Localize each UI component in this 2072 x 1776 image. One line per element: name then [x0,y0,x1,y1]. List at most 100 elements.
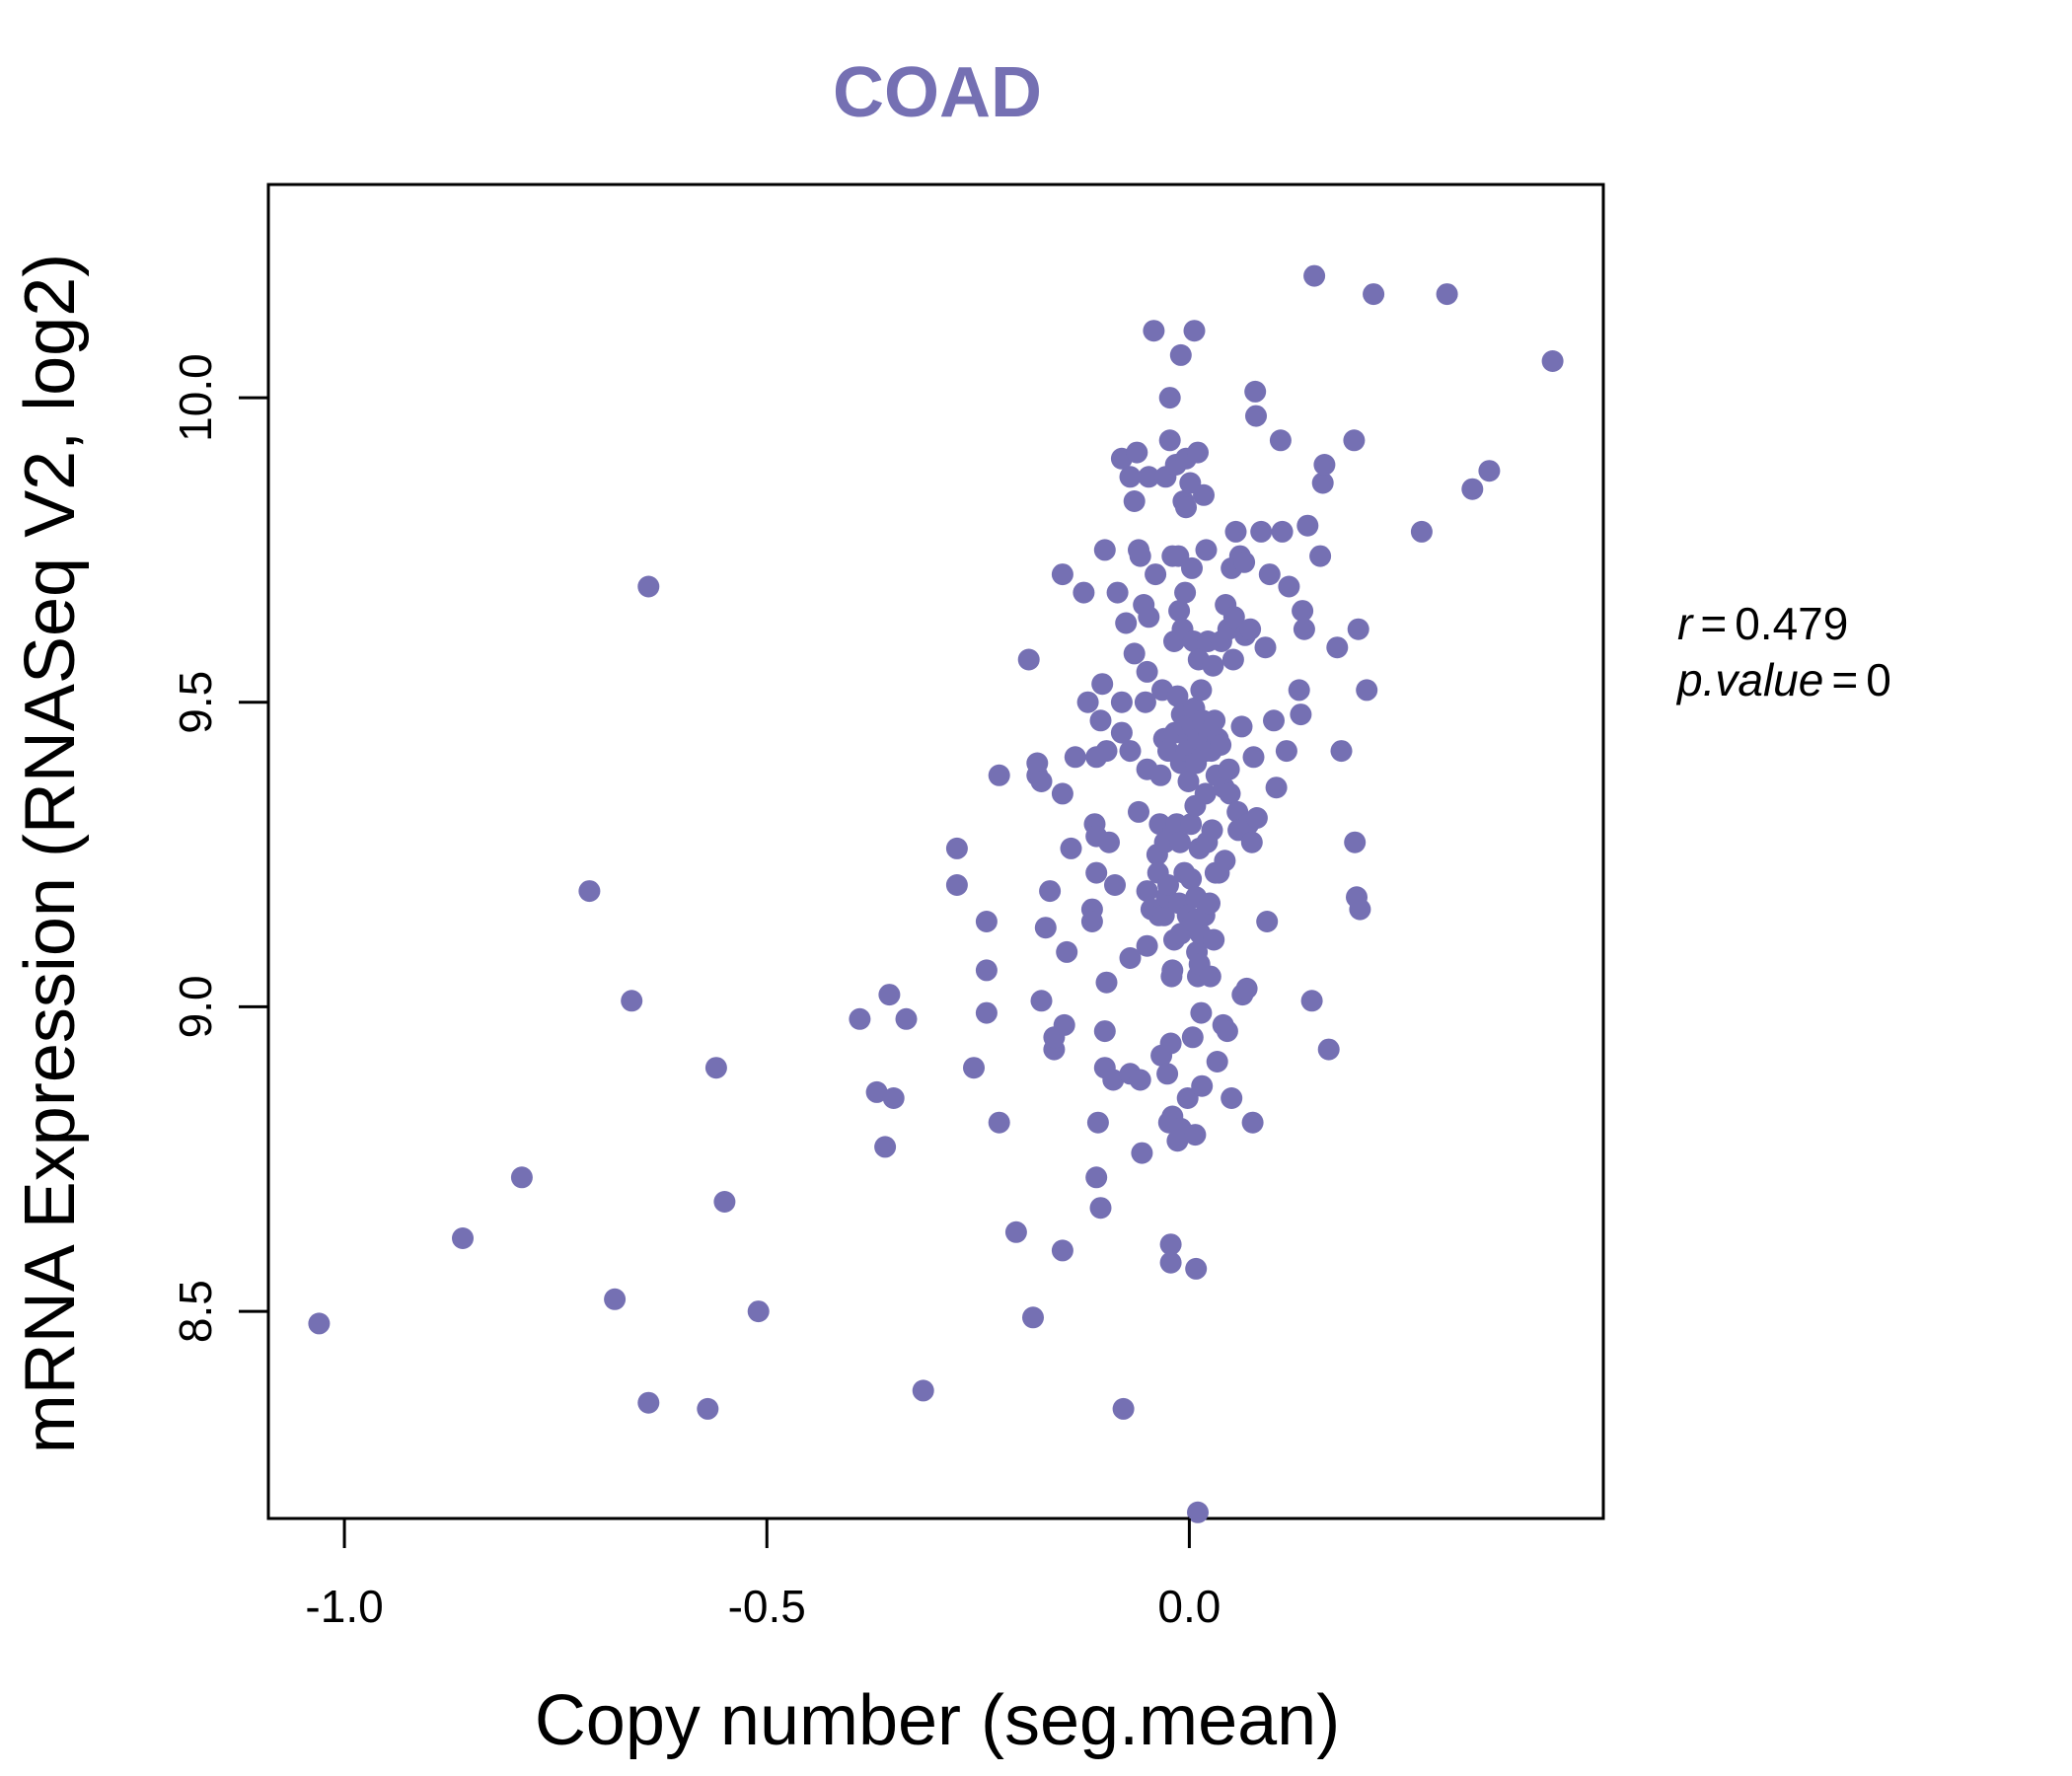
data-point [1204,709,1226,732]
data-point [1169,343,1192,366]
data-point [1123,490,1146,512]
x-tick-label: 0.0 [1157,1581,1221,1632]
data-point [1300,990,1323,1012]
y-axis-label: mRNA Expression (RNASeq V2, log2) [11,254,90,1453]
data-point [1190,1001,1213,1024]
data-point [1185,1257,1208,1280]
data-points [308,264,1564,1523]
data-point [1201,819,1223,842]
data-point [1156,1063,1179,1085]
y-tick-label: 8.5 [170,1280,221,1343]
data-point [1326,636,1349,659]
data-point [1296,514,1319,537]
data-point [704,1057,727,1079]
data-point [1241,1111,1264,1134]
data-point [1034,917,1057,939]
data-point [1180,813,1203,836]
data-point [1187,441,1209,464]
y-tick-label: 10.0 [170,353,221,442]
data-point [1235,977,1258,999]
correlation-p-value: p.value = 0 [1677,654,1891,705]
data-point [1176,1087,1199,1109]
data-point [1143,320,1165,342]
data-point [1030,771,1053,792]
data-point [1313,454,1336,476]
data-point [1292,600,1314,623]
data-point [1202,654,1224,677]
data-point [578,880,601,903]
data-point [1089,1197,1112,1220]
data-point [1056,940,1078,963]
r-value: 0.479 [1735,598,1849,649]
data-point [1478,460,1501,482]
data-point [1169,831,1191,853]
data-point [1288,679,1310,702]
data-point [1195,539,1218,561]
data-point [988,764,1010,786]
data-point [1110,721,1133,744]
data-point [1218,758,1240,780]
data-point [1184,1124,1207,1147]
plot-frame [266,183,1605,1520]
data-point [1129,1069,1151,1091]
data-point [621,990,643,1012]
data-point [1051,782,1073,805]
data-point [1159,1251,1182,1274]
data-point [1245,807,1268,829]
data-point [1136,934,1158,957]
data-point [1221,1087,1243,1109]
data-point [1191,1074,1214,1097]
data-point [1073,581,1095,604]
data-point [510,1166,533,1189]
data-point [1076,691,1099,713]
data-point [1157,874,1179,896]
data-point [1309,545,1332,567]
data-point [1115,612,1138,634]
data-point [1119,947,1142,969]
y-tick-label: 9.5 [170,671,221,734]
data-point [1344,831,1367,853]
data-point [1347,618,1369,640]
data-point [604,1288,627,1310]
data-point [945,837,968,859]
data-point [1128,800,1149,823]
data-point [1166,685,1189,707]
data-point [1343,429,1366,452]
data-point [1085,1166,1108,1189]
data-point [1104,874,1126,896]
data-point [1199,965,1221,988]
data-point [1222,606,1245,629]
data-point [1541,350,1564,372]
data-point [1106,581,1129,604]
data-point [849,1007,871,1030]
data-point [1004,1221,1027,1243]
data-point [1181,1026,1204,1049]
data-point [1022,1306,1044,1329]
data-point [1064,746,1086,769]
data-point [1410,520,1433,543]
data-point [1030,990,1053,1012]
data-point [308,1312,331,1335]
data-point [1095,740,1118,763]
data-point [1250,520,1273,543]
chart-title: COAD [833,53,1042,132]
data-point [912,1379,934,1402]
data-point [1245,405,1267,427]
data-point [1349,898,1371,921]
data-point [1174,581,1197,604]
data-point [1206,1051,1228,1073]
data-point [1193,483,1215,506]
data-point [1168,600,1191,623]
data-point [1102,1069,1125,1091]
data-point [874,1136,897,1158]
data-point [865,1080,888,1103]
p-value-label: p.value [1677,654,1824,705]
data-point [452,1227,474,1249]
data-point [1436,283,1458,306]
data-point [945,874,968,896]
data-point [1278,575,1300,598]
data-point [1190,679,1213,702]
data-point [882,1087,905,1109]
data-point [1086,1111,1109,1134]
